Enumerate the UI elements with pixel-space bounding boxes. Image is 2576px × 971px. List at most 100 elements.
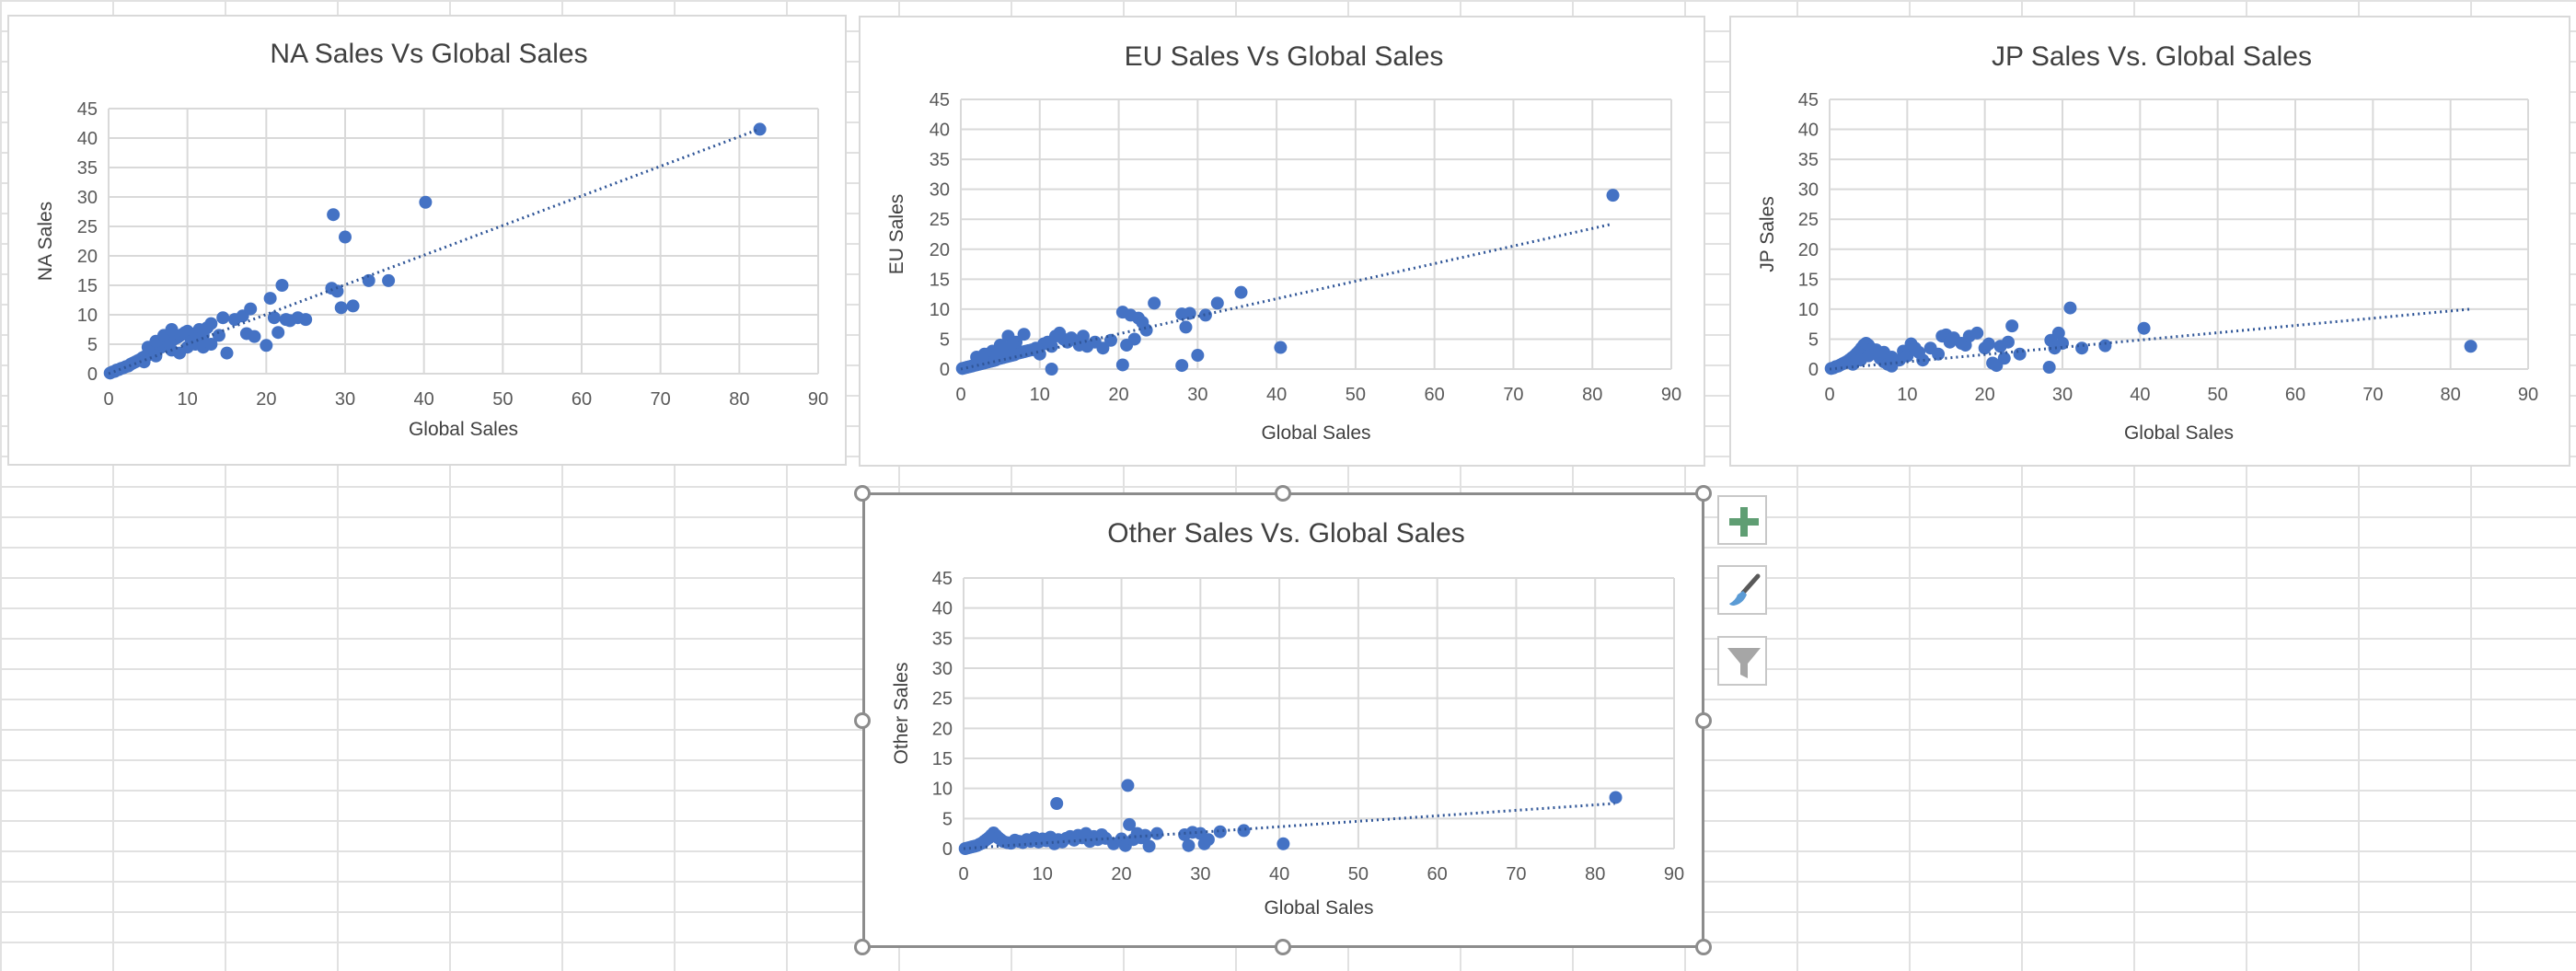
chart-jp-sales[interactable]: 0 5 10 15 20 25 30 35 40 45 0 10 20 30 40 50 60 70 80 90 JP … — [1729, 16, 2570, 467]
data-point[interactable] — [1115, 358, 1129, 372]
data-point[interactable] — [2013, 347, 2027, 361]
data-point[interactable] — [275, 279, 289, 292]
data-point[interactable] — [2098, 339, 2112, 353]
data-point[interactable] — [137, 355, 151, 369]
data-point[interactable] — [1179, 320, 1193, 334]
x-tick-label: 60 — [1427, 864, 1448, 884]
data-point[interactable] — [1127, 332, 1141, 346]
x-tick-label: 20 — [256, 389, 276, 410]
data-point[interactable] — [1609, 791, 1623, 804]
x-tick-label: 30 — [1187, 385, 1207, 405]
data-point[interactable] — [1234, 285, 1248, 299]
data-point[interactable] — [2464, 340, 2478, 353]
data-point[interactable] — [2001, 335, 2015, 349]
chart-elements-button[interactable] — [1717, 495, 1767, 545]
data-point[interactable] — [263, 292, 277, 306]
data-point[interactable] — [2137, 321, 2151, 335]
y-tick-label: 45 — [77, 99, 98, 120]
chart-filters-button[interactable] — [1717, 636, 1767, 686]
data-point[interactable] — [1997, 352, 2011, 365]
data-point[interactable] — [1276, 837, 1290, 850]
resize-handle-middle-left[interactable] — [854, 712, 871, 729]
chart-eu-sales[interactable]: 0 5 10 15 20 25 30 35 40 45 0 10 20 30 40 50 60 70 80 90 EU … — [859, 16, 1705, 467]
data-point[interactable] — [1970, 326, 1984, 340]
data-point[interactable] — [2051, 326, 2065, 340]
x-axis-title: Global Sales — [409, 419, 518, 440]
data-point[interactable] — [2075, 341, 2089, 355]
data-point[interactable] — [165, 323, 179, 336]
resize-handle-top-center[interactable] — [1275, 485, 1291, 502]
trendline[interactable] — [960, 222, 1612, 371]
data-point[interactable] — [1017, 328, 1031, 341]
chart-other-sales[interactable]: 0 5 10 15 20 25 30 35 40 45 0 10 20 30 40 50 60 70 80 90 Oth… — [862, 492, 1704, 948]
data-point[interactable] — [267, 311, 281, 325]
resize-handle-top-left[interactable] — [854, 485, 871, 502]
data-point[interactable] — [327, 208, 341, 222]
data-point[interactable] — [1213, 825, 1227, 838]
y-tick-label: 30 — [77, 188, 98, 208]
data-point[interactable] — [1237, 824, 1251, 838]
data-point[interactable] — [1932, 347, 1946, 361]
data-point[interactable] — [1050, 797, 1064, 810]
chart-styles-button[interactable] — [1717, 565, 1767, 615]
data-point[interactable] — [1005, 337, 1019, 351]
data-point[interactable] — [753, 122, 767, 136]
data-point[interactable] — [1096, 341, 1110, 355]
data-point[interactable] — [1148, 296, 1161, 310]
data-point[interactable] — [1274, 341, 1288, 354]
data-point[interactable] — [216, 311, 230, 325]
x-tick-label: 50 — [1346, 385, 1366, 405]
data-point[interactable] — [1606, 189, 1620, 202]
data-point[interactable] — [1076, 329, 1090, 343]
data-point[interactable] — [334, 301, 348, 315]
y-tick-label: 45 — [930, 90, 950, 110]
data-point[interactable] — [1142, 839, 1156, 853]
data-point[interactable] — [204, 338, 218, 351]
data-point[interactable] — [339, 230, 352, 244]
data-point[interactable] — [346, 299, 360, 313]
data-point[interactable] — [299, 313, 313, 327]
data-point[interactable] — [271, 326, 285, 340]
data-point[interactable] — [220, 346, 234, 360]
data-point[interactable] — [1916, 353, 1930, 367]
data-point[interactable] — [204, 317, 218, 330]
data-point[interactable] — [1191, 349, 1205, 363]
data-point[interactable] — [2063, 301, 2077, 315]
data-point[interactable] — [2042, 361, 2056, 375]
data-point[interactable] — [1201, 833, 1215, 847]
data-point[interactable] — [362, 273, 375, 287]
trendline[interactable] — [1829, 307, 2470, 371]
data-point[interactable] — [1198, 308, 1212, 322]
data-point[interactable] — [1175, 359, 1189, 373]
data-point[interactable] — [1045, 363, 1058, 376]
data-point[interactable] — [244, 302, 258, 316]
resize-handle-bottom-right[interactable] — [1695, 939, 1712, 955]
data-point[interactable] — [1138, 828, 1152, 842]
data-point[interactable] — [1182, 838, 1196, 852]
trendline[interactable] — [963, 802, 1615, 850]
data-point[interactable] — [1123, 817, 1137, 831]
data-point[interactable] — [2056, 337, 2069, 351]
data-point[interactable] — [260, 339, 273, 353]
chart-na-sales[interactable]: 0 5 10 15 20 25 30 35 40 45 0 10 20 30 40 50 60 70 80 90 NA … — [7, 15, 847, 466]
resize-handle-bottom-center[interactable] — [1275, 939, 1291, 955]
data-point[interactable] — [2005, 319, 2019, 333]
data-point[interactable] — [212, 329, 225, 342]
data-point[interactable] — [1150, 827, 1164, 840]
x-axis-title: Global Sales — [2124, 422, 2234, 444]
data-point[interactable] — [1121, 779, 1135, 792]
x-tick-label: 30 — [335, 389, 355, 410]
x-axis-title: Global Sales — [1264, 897, 1373, 919]
resize-handle-top-right[interactable] — [1695, 485, 1712, 502]
y-tick-label: 35 — [77, 158, 98, 179]
x-tick-label: 70 — [2362, 385, 2383, 405]
data-point[interactable] — [330, 284, 344, 298]
resize-handle-bottom-left[interactable] — [854, 939, 871, 955]
data-point[interactable] — [1981, 337, 1995, 351]
data-point[interactable] — [248, 329, 261, 343]
data-point[interactable] — [419, 195, 433, 209]
resize-handle-middle-right[interactable] — [1695, 712, 1712, 729]
chart-svg: 0 5 10 15 20 25 30 35 40 45 0 10 20 30 40 50 60 70 80 90 Oth… — [891, 518, 1684, 919]
data-point[interactable] — [1210, 296, 1224, 310]
data-point[interactable] — [382, 273, 396, 287]
